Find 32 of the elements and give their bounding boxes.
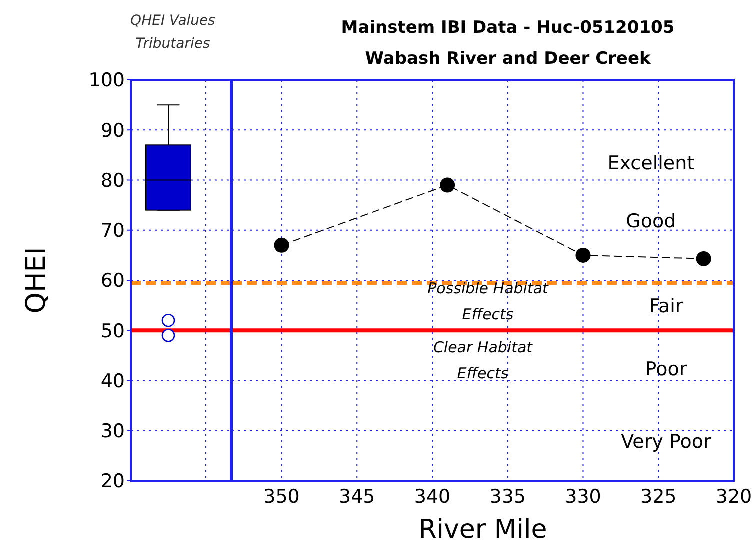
x-tick-label: 320 [716,486,752,508]
annotation: Excellent [608,152,695,175]
x-tick-label: 350 [264,486,300,508]
x-tick-label: 325 [640,486,677,508]
x-tick-label: 340 [414,486,451,508]
point [440,178,456,193]
x-tick-label: 345 [338,486,376,508]
y-tick-label: 90 [100,120,125,142]
y-axis-title: QHEI [21,247,52,314]
annotation: Poor [645,358,688,381]
point [274,238,290,253]
y-tick-label: 100 [88,70,125,92]
y-tick-label: 70 [100,220,125,242]
chart-title: Mainstem IBI Data - Huc-05120105 [341,18,675,38]
x-tick-label: 330 [565,486,602,508]
x-tick-label: 335 [490,486,526,508]
annotation: Very Poor [621,430,712,453]
point [576,248,591,263]
y-tick-label: 30 [100,420,125,443]
x-axis-title: River Mile [418,515,548,545]
annotation: Fair [649,296,684,318]
y-tick-label: 40 [100,370,125,392]
chart-title: QHEI Values Tributaries [130,13,216,52]
y-tick-label: 80 [100,170,125,192]
y-tick-label: 50 [100,320,125,342]
annotation: Good [626,210,676,232]
annotation: Clear Habitat Effects [433,338,534,383]
y-tick-label: 20 [100,470,125,493]
annotation: Possible Habitat Effects [428,280,550,324]
chart-subtitle: Wabash River and Deer Creek [365,49,652,69]
point [696,251,712,266]
y-tick-label: 60 [100,270,125,292]
